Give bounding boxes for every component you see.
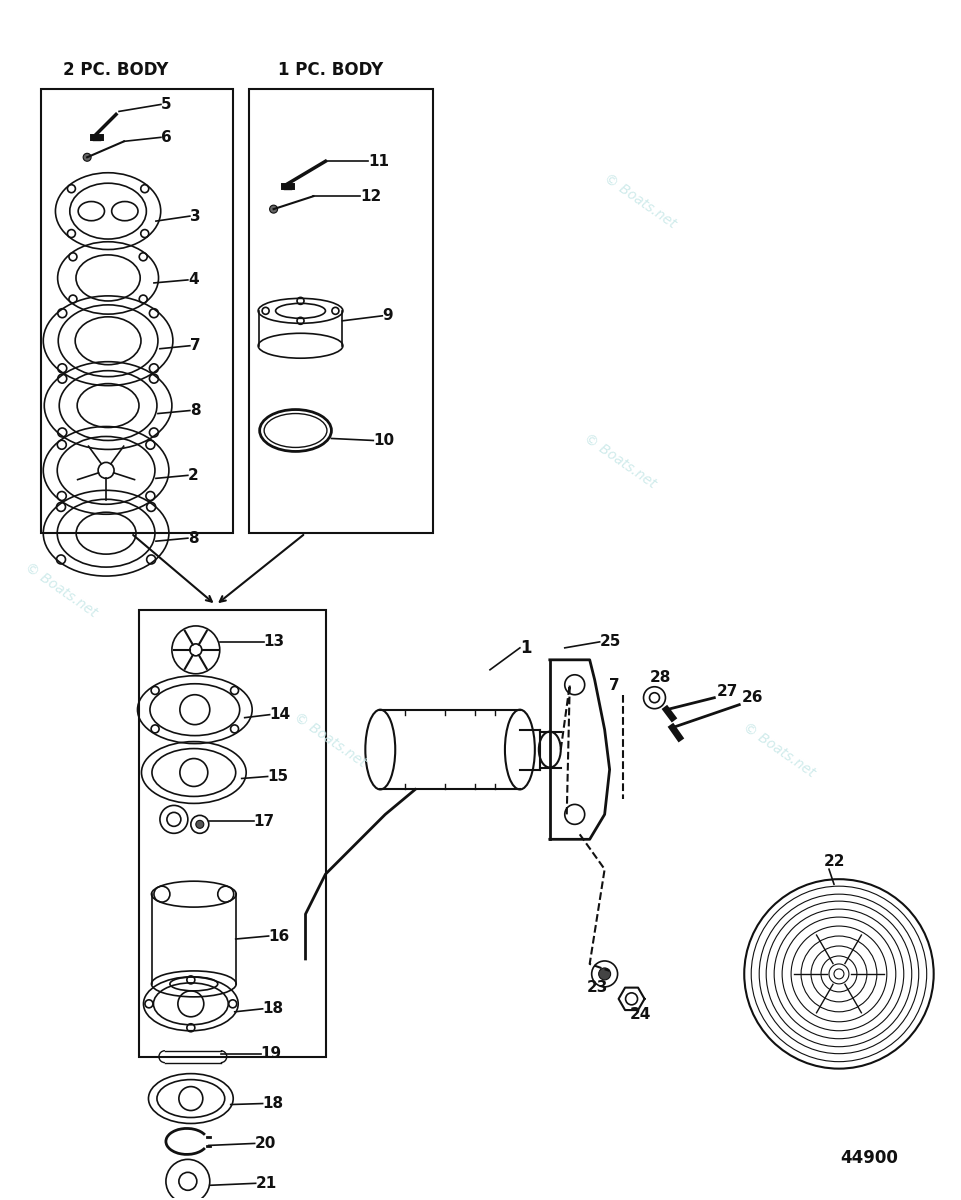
Text: © Boats.net: © Boats.net: [601, 172, 678, 232]
Text: 21: 21: [256, 1176, 277, 1190]
Text: 18: 18: [262, 1001, 283, 1016]
Text: 10: 10: [373, 433, 394, 448]
Text: 20: 20: [255, 1136, 276, 1151]
Circle shape: [599, 968, 610, 980]
Text: 27: 27: [716, 684, 738, 698]
Text: 26: 26: [742, 690, 764, 704]
Text: 8: 8: [190, 403, 201, 418]
Text: 1: 1: [520, 638, 531, 656]
Circle shape: [270, 205, 278, 214]
Bar: [249, 90, 433, 533]
Text: 7: 7: [190, 338, 201, 353]
Text: 3: 3: [190, 209, 201, 223]
Circle shape: [84, 154, 91, 161]
Text: 2 PC. BODY: 2 PC. BODY: [63, 60, 169, 78]
Text: 5: 5: [160, 97, 172, 112]
Text: 17: 17: [254, 814, 275, 829]
Text: © Boats.net: © Boats.net: [292, 709, 369, 769]
Bar: [41, 90, 233, 533]
Text: 18: 18: [262, 1096, 283, 1111]
Text: 44900: 44900: [840, 1150, 898, 1168]
Circle shape: [196, 821, 204, 828]
Text: 16: 16: [269, 929, 290, 943]
Text: 12: 12: [360, 188, 382, 204]
Text: © Boats.net: © Boats.net: [741, 720, 818, 780]
Text: © Boats.net: © Boats.net: [22, 560, 100, 620]
Text: 25: 25: [600, 635, 621, 649]
Text: 9: 9: [382, 308, 393, 323]
Text: 6: 6: [160, 130, 172, 145]
Text: © Boats.net: © Boats.net: [580, 431, 658, 491]
Text: 13: 13: [263, 635, 284, 649]
Text: 22: 22: [824, 854, 846, 869]
Text: 14: 14: [270, 707, 291, 722]
Text: 8: 8: [187, 530, 199, 546]
Text: 28: 28: [650, 670, 671, 685]
Text: 24: 24: [629, 1007, 651, 1021]
Bar: [139, 610, 327, 1057]
Text: 2: 2: [187, 468, 199, 482]
Text: 11: 11: [368, 154, 389, 169]
Text: 7: 7: [609, 678, 620, 692]
Text: 19: 19: [260, 1046, 282, 1061]
Text: 15: 15: [267, 769, 288, 784]
Text: 23: 23: [587, 980, 608, 995]
Text: 1 PC. BODY: 1 PC. BODY: [278, 60, 383, 78]
Text: 4: 4: [187, 272, 199, 288]
